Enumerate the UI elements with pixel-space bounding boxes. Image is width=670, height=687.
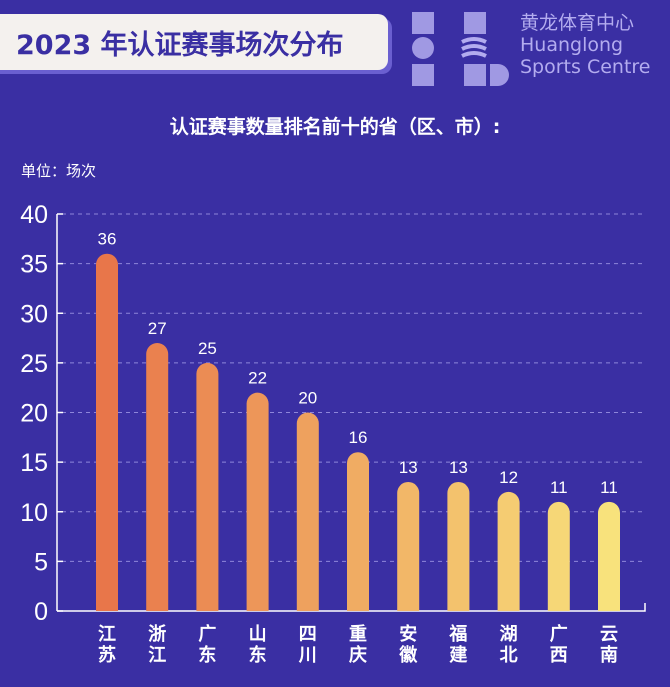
x-tick-label: 浙	[148, 623, 166, 645]
bar	[447, 481, 470, 611]
data-label: 13	[399, 458, 418, 477]
data-label: 22	[248, 369, 267, 388]
chart-subtitle: 认证赛事数量排名前十的省（区、市）:	[169, 116, 501, 138]
y-axis-unit-label: 单位：场次	[21, 162, 97, 180]
bar	[196, 362, 219, 611]
x-tick-label: 福	[448, 623, 467, 645]
data-label: 11	[600, 478, 618, 497]
data-label: 20	[298, 389, 317, 408]
data-label: 16	[349, 428, 368, 447]
huanglong-logo	[412, 12, 512, 91]
bar	[497, 491, 520, 611]
data-label: 11	[550, 478, 568, 497]
data-label: 13	[449, 458, 468, 477]
x-tick-label: 北	[500, 645, 518, 666]
bar	[547, 501, 570, 611]
x-tick-label: 建	[449, 644, 467, 666]
y-tick-label: 20	[20, 400, 48, 428]
bar	[296, 412, 319, 611]
x-tick-label: 重	[349, 623, 367, 645]
x-tick-label: 南	[600, 644, 618, 666]
y-tick-label: 5	[34, 548, 48, 576]
y-tick-label: 0	[34, 598, 48, 626]
bar	[246, 392, 269, 611]
x-tick-label: 川	[298, 645, 317, 666]
bar	[146, 343, 169, 611]
x-tick-label: 安	[399, 623, 417, 645]
bar	[397, 481, 420, 611]
x-tick-label: 徽	[398, 644, 418, 666]
title-banner: 2023 年认证赛事场次分布	[0, 14, 388, 70]
x-tick-label: 西	[550, 645, 568, 666]
x-tick-label: 江	[148, 645, 166, 666]
x-tick-label: 山	[249, 624, 267, 645]
x-tick-label: 东	[249, 644, 267, 666]
data-label: 27	[148, 319, 167, 338]
x-tick-label: 广	[550, 623, 568, 645]
y-tick-label: 40	[20, 201, 48, 229]
x-tick-label: 江	[98, 624, 116, 645]
data-label: 12	[499, 468, 518, 487]
bar	[598, 501, 621, 611]
chart-title: 2023 年认证赛事场次分布	[16, 29, 344, 61]
y-tick-label: 25	[20, 350, 48, 378]
y-tick-label: 10	[20, 499, 48, 527]
data-label: 25	[198, 339, 217, 358]
bar	[96, 253, 118, 612]
y-tick-label: 30	[20, 300, 48, 328]
x-tick-label: 广	[198, 623, 216, 645]
y-tick-label: 35	[20, 251, 48, 279]
x-tick-label: 庆	[349, 644, 367, 666]
bar	[347, 452, 369, 611]
y-tick-label: 15	[20, 449, 48, 477]
x-tick-label: 苏	[98, 644, 116, 666]
x-tick-label: 湖	[500, 624, 518, 645]
x-tick-label: 东	[198, 644, 216, 666]
x-tick-label: 云	[600, 624, 618, 645]
x-tick-label: 四	[299, 624, 317, 645]
data-label: 36	[98, 230, 117, 249]
watermark-text: 黄龙体育中心 Huanglong Sports Centre	[520, 12, 651, 78]
